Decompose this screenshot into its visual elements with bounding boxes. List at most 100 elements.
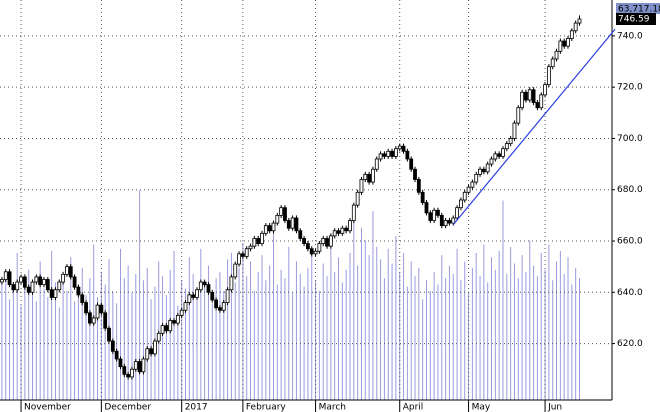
- candle-body: [393, 148, 398, 157]
- candle-body: [84, 302, 88, 314]
- candle-body: [405, 150, 410, 160]
- candle-body: [558, 40, 563, 52]
- candle-body: [539, 94, 544, 109]
- candle-body: [57, 281, 62, 291]
- candle-body: [432, 209, 437, 221]
- candle-body: [332, 230, 337, 237]
- candle-body: [45, 279, 50, 291]
- candle-body: [546, 66, 551, 86]
- volume-label-box: [616, 3, 660, 14]
- candle-body: [156, 332, 161, 342]
- candle-body: [478, 168, 482, 175]
- candle-body: [210, 291, 215, 301]
- candle-body: [313, 250, 318, 255]
- candle-body: [508, 138, 513, 144]
- candle-body: [271, 222, 276, 232]
- candle-body: [0, 279, 4, 283]
- candle-body: [95, 304, 100, 319]
- candle-body: [80, 294, 85, 303]
- candle-body: [550, 58, 555, 68]
- candle-body: [260, 232, 264, 244]
- candle-body: [481, 168, 486, 173]
- candle-body: [325, 238, 329, 247]
- candle-body: [42, 279, 46, 286]
- x-tick-label: November: [24, 403, 71, 412]
- y-tick-label: 640.0: [617, 288, 643, 298]
- candle-body: [566, 38, 570, 47]
- last-price-box: [616, 13, 656, 25]
- candle-body: [114, 350, 119, 360]
- candle-body: [38, 276, 43, 286]
- candle-body: [378, 153, 383, 160]
- candle-body: [252, 238, 257, 247]
- candle-body: [535, 102, 540, 109]
- candle-body: [397, 145, 402, 150]
- candle-body: [447, 220, 452, 224]
- candle-body: [240, 253, 245, 257]
- candle-body: [118, 358, 123, 368]
- candle-body: [206, 284, 211, 293]
- candle-body: [359, 179, 364, 193]
- volume-label: 63,717.18: [618, 5, 660, 15]
- candle-body: [68, 266, 73, 278]
- candle-body: [439, 214, 444, 227]
- x-tick-label: December: [104, 403, 151, 412]
- candle-body: [275, 214, 280, 224]
- candle-body: [317, 243, 322, 252]
- y-tick-label: 660.0: [617, 237, 643, 247]
- candle-body: [409, 158, 414, 170]
- candle-body: [99, 304, 104, 314]
- candle-body: [351, 204, 356, 221]
- candle-body: [91, 317, 96, 324]
- y-tick-label: 700.0: [617, 134, 643, 144]
- candle-body: [290, 217, 295, 229]
- candle-body: [175, 314, 180, 324]
- candle-body: [348, 220, 352, 232]
- candle-body: [501, 148, 505, 157]
- candle-body: [420, 191, 425, 203]
- candle-body: [126, 373, 131, 378]
- candle-body: [237, 253, 241, 265]
- candle-body: [195, 289, 199, 298]
- candle-body: [34, 276, 39, 283]
- candle-body: [61, 273, 66, 283]
- candle-body: [516, 107, 521, 124]
- candle-body: [466, 186, 471, 193]
- candle-body: [26, 286, 31, 293]
- candle-body: [145, 348, 150, 360]
- candle-body: [371, 168, 375, 183]
- x-tick-label: 2017: [185, 403, 208, 412]
- x-tick-label: April: [403, 403, 424, 412]
- candle-body: [306, 243, 310, 250]
- candle-body: [554, 50, 559, 60]
- x-tick-label: Jun: [547, 403, 562, 412]
- candle-body: [172, 320, 176, 324]
- candle-body: [363, 173, 368, 180]
- candle-body: [160, 325, 165, 334]
- candle-body: [527, 89, 532, 101]
- candle-body: [283, 207, 287, 221]
- candle-body: [87, 312, 92, 324]
- candle-body: [543, 84, 547, 96]
- candle-body: [141, 358, 146, 373]
- candle-body: [183, 302, 188, 311]
- candle-body: [493, 153, 498, 160]
- candle-body: [577, 18, 582, 24]
- candle-body: [416, 179, 421, 193]
- y-tick-label: 740.0: [617, 31, 643, 41]
- candle-body: [72, 276, 77, 288]
- y-tick-label: 620.0: [617, 339, 643, 349]
- candle-body: [179, 309, 184, 316]
- candle-body: [263, 225, 268, 234]
- candle-body: [130, 368, 134, 378]
- candle-body: [137, 361, 142, 373]
- candle-body: [198, 281, 203, 291]
- candle-body: [436, 209, 440, 216]
- candle-body: [229, 276, 234, 291]
- candle-body: [286, 220, 291, 229]
- candle-body: [202, 281, 207, 286]
- candle-body: [187, 294, 192, 303]
- candle-body: [485, 163, 490, 173]
- candle-body: [497, 153, 502, 157]
- candle-body: [11, 284, 16, 291]
